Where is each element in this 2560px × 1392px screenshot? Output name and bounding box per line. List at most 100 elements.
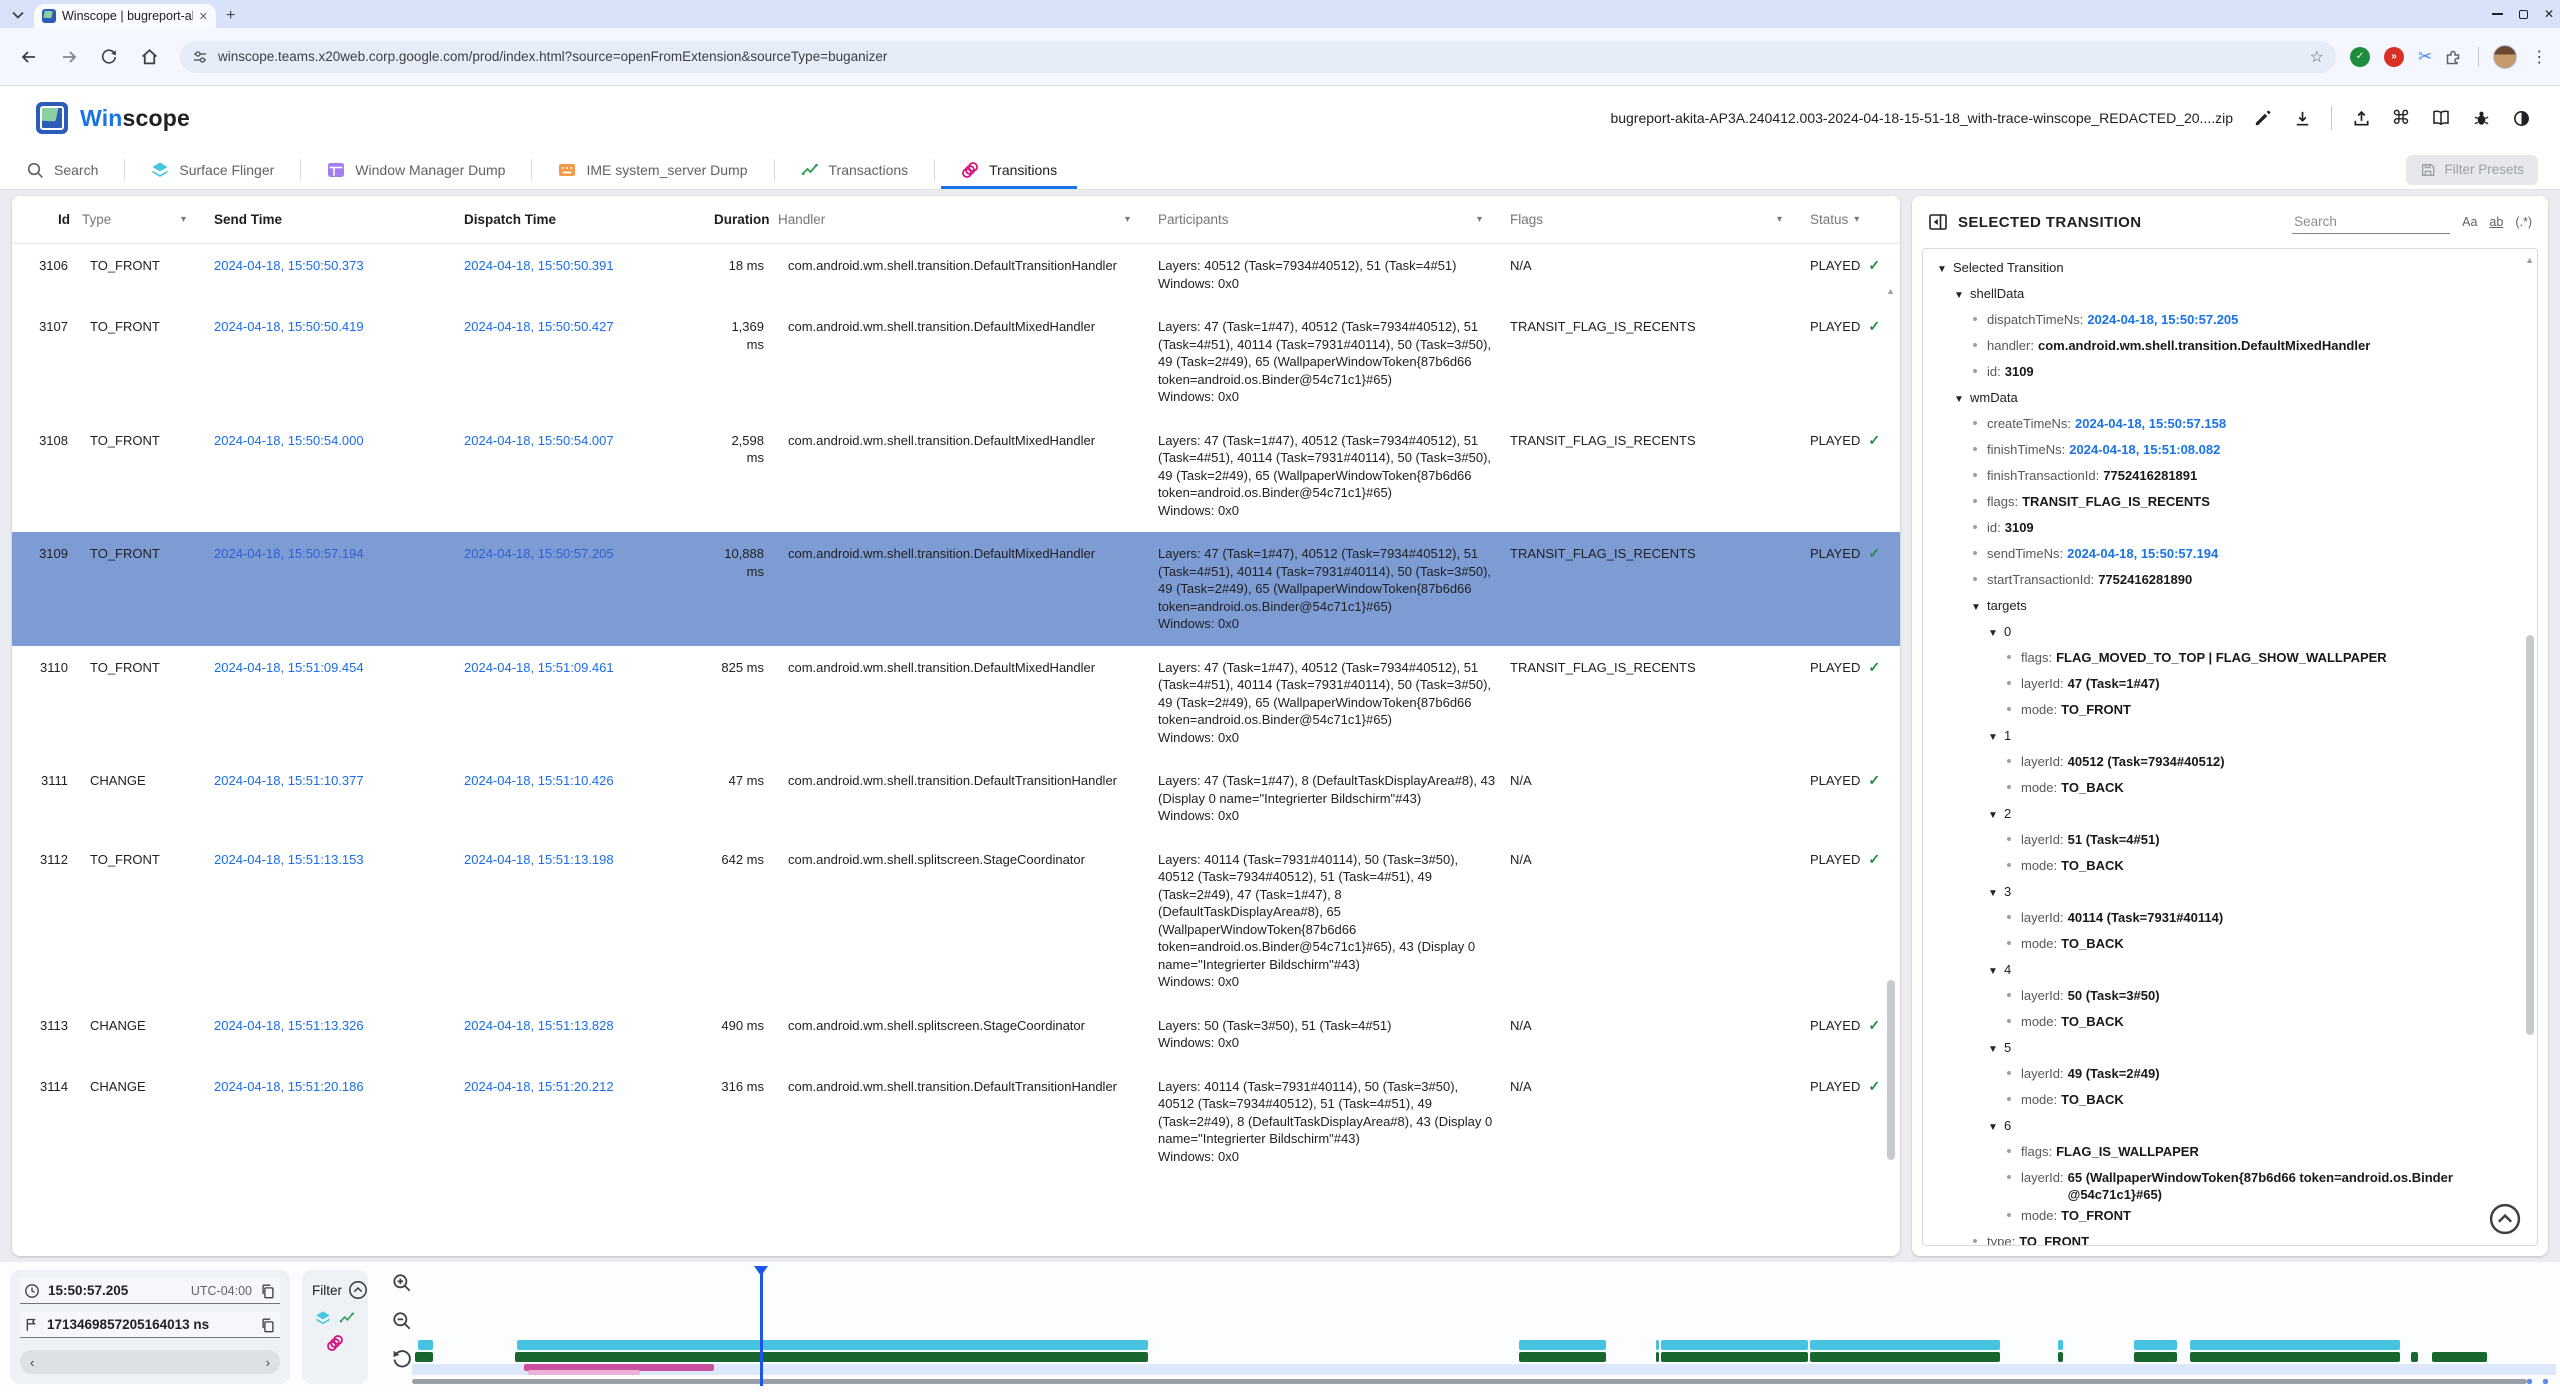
transactions-trace-segment[interactable] bbox=[1810, 1352, 2000, 1362]
transactions-trace-segment[interactable] bbox=[2058, 1352, 2063, 1362]
back-icon[interactable] bbox=[18, 46, 40, 68]
filter-dropdown-icon[interactable]: ▾ bbox=[1776, 214, 1782, 225]
pan-right-icon[interactable]: › bbox=[265, 1354, 270, 1370]
transactions-trace-segment[interactable] bbox=[415, 1352, 433, 1362]
cell-dispatch-time-link[interactable]: 2024-04-18, 15:50:50.391 bbox=[464, 258, 614, 273]
transactions-trace-segment[interactable] bbox=[2190, 1352, 2400, 1362]
collapse-arrow-icon[interactable]: ▼ bbox=[1988, 732, 1998, 743]
extensions-puzzle-icon[interactable] bbox=[2442, 46, 2464, 68]
sf-trace-segment[interactable] bbox=[1519, 1340, 1606, 1350]
tree-group-4[interactable]: ▼ 4 bbox=[1923, 957, 2537, 983]
avatar[interactable] bbox=[2493, 44, 2518, 69]
edit-icon[interactable] bbox=[2251, 107, 2273, 129]
collapse-up-button[interactable] bbox=[2488, 1202, 2522, 1236]
filter-dropdown-icon[interactable]: ▾ bbox=[1124, 214, 1130, 225]
zoom-in-icon[interactable] bbox=[391, 1272, 413, 1294]
cell-dispatch-time-link[interactable]: 2024-04-18, 15:51:20.212 bbox=[464, 1078, 614, 1094]
window-maximize-button[interactable] bbox=[2518, 9, 2528, 19]
browser-menu-icon[interactable]: ⋮ bbox=[2531, 48, 2548, 66]
browser-tab[interactable]: Winscope | bugreport-aki ✕ bbox=[34, 4, 216, 28]
tree-group-5[interactable]: ▼ 5 bbox=[1923, 1035, 2537, 1061]
tree-property-layerId[interactable]: layerId: 47 (Task=1#47) bbox=[1923, 671, 2537, 697]
reload-icon[interactable] bbox=[98, 46, 120, 68]
sf-trace-segment[interactable] bbox=[2134, 1340, 2177, 1350]
transition-row-3111[interactable]: 3111 CHANGE 2024-04-18, 15:51:10.377 2024-0… bbox=[12, 759, 1900, 838]
transition-row-3114[interactable]: 3114 CHANGE 2024-04-18, 15:51:20.186 2024-0… bbox=[12, 1065, 1900, 1179]
tree-property-layerId[interactable]: layerId: 51 (Task=4#51) bbox=[1923, 827, 2537, 853]
sf-trace-segment[interactable] bbox=[2058, 1340, 2063, 1350]
timeline-scroll-tick[interactable] bbox=[2543, 1379, 2548, 1384]
collapse-arrow-icon[interactable]: ▼ bbox=[1988, 810, 1998, 821]
cell-dispatch-time-link[interactable]: 2024-04-18, 15:50:57.205 bbox=[464, 546, 614, 561]
forward-icon[interactable] bbox=[58, 46, 80, 68]
window-minimize-button[interactable] bbox=[2491, 13, 2503, 15]
properties-search-input[interactable] bbox=[2292, 210, 2451, 234]
extension-check-icon[interactable]: ✓ bbox=[2350, 46, 2370, 67]
property-value[interactable]: 2024-04-18, 15:50:57.205 bbox=[2087, 312, 2239, 327]
timeline-cursor[interactable] bbox=[760, 1267, 763, 1386]
upload-icon[interactable] bbox=[2350, 107, 2372, 129]
tab-window-manager-dump[interactable]: Window Manager Dump bbox=[301, 150, 531, 189]
tree-group-targets[interactable]: ▼ targets bbox=[1923, 593, 2537, 619]
tab-transactions[interactable]: Transactions bbox=[775, 150, 935, 189]
cell-send-time-link[interactable]: 2024-04-18, 15:51:09.454 bbox=[214, 659, 364, 675]
tree-property-mode[interactable]: mode: TO_BACK bbox=[1923, 1009, 2537, 1035]
filter-dropdown-icon[interactable]: ▾ bbox=[1854, 214, 1860, 225]
cell-dispatch-time-link[interactable]: 2024-04-18, 15:51:13.198 bbox=[464, 851, 614, 867]
tree-group-shelldata[interactable]: ▼ shellData bbox=[1923, 281, 2537, 307]
regex-button[interactable]: (.*) bbox=[2515, 215, 2532, 229]
tab-close-icon[interactable]: ✕ bbox=[198, 10, 208, 23]
tree-property-flags[interactable]: flags: FLAG_IS_WALLPAPER bbox=[1923, 1139, 2537, 1165]
surface-flinger-trace-icon[interactable] bbox=[315, 1310, 331, 1326]
transactions-trace-segment[interactable] bbox=[515, 1352, 1148, 1362]
transition-row-3107[interactable]: 3107 TO_FRONT 2024-04-18, 15:50:50.419 2024… bbox=[12, 305, 1900, 419]
tree-property-flags[interactable]: flags: FLAG_MOVED_TO_TOP | FLAG_SHOW_WALL… bbox=[1923, 645, 2537, 671]
sf-trace-segment[interactable] bbox=[1810, 1340, 2000, 1350]
transactions-trace-segment[interactable] bbox=[1656, 1352, 1659, 1362]
dark-mode-icon[interactable] bbox=[2510, 107, 2532, 129]
transition-segment[interactable] bbox=[528, 1370, 640, 1375]
transition-row-3112[interactable]: 3112 TO_FRONT 2024-04-18, 15:51:13.153 2024… bbox=[12, 838, 1900, 1004]
tree-group-selected-transition[interactable]: ▼ Selected Transition bbox=[1923, 255, 2537, 281]
cell-send-time-link[interactable]: 2024-04-18, 15:50:50.373 bbox=[214, 258, 364, 273]
zoom-reset-icon[interactable] bbox=[391, 1348, 413, 1370]
collapse-arrow-icon[interactable]: ▼ bbox=[1988, 888, 1998, 899]
timeline-scrollbar[interactable] bbox=[412, 1379, 2527, 1384]
tree-property-mode[interactable]: mode: TO_FRONT bbox=[1923, 1203, 2537, 1229]
filter-dropdown-icon[interactable]: ▾ bbox=[180, 214, 186, 225]
tree-property-layerId[interactable]: layerId: 40512 (Task=7934#40512) bbox=[1923, 749, 2537, 775]
column-header-type[interactable]: Type ▾ bbox=[82, 212, 186, 227]
tree-property-mode[interactable]: mode: TO_BACK bbox=[1923, 931, 2537, 957]
tree-group-1[interactable]: ▼ 1 bbox=[1923, 723, 2537, 749]
timeline-cursor-handle[interactable] bbox=[754, 1266, 768, 1276]
transition-row-3108[interactable]: 3108 TO_FRONT 2024-04-18, 15:50:54.000 2024… bbox=[12, 419, 1900, 533]
tree-property-mode[interactable]: mode: TO_BACK bbox=[1923, 775, 2537, 801]
tree-group-6[interactable]: ▼ 6 bbox=[1923, 1113, 2537, 1139]
filter-presets-button[interactable]: Filter Presets bbox=[2406, 154, 2538, 185]
transactions-trace-segment[interactable] bbox=[2134, 1352, 2177, 1362]
column-header-status[interactable]: Status ▾ bbox=[1810, 212, 1860, 227]
filter-collapse-icon[interactable] bbox=[348, 1280, 368, 1300]
tree-property-finishTransactionId[interactable]: finishTransactionId: 7752416281891 bbox=[1923, 463, 2537, 489]
cell-dispatch-time-link[interactable]: 2024-04-18, 15:50:54.007 bbox=[464, 432, 614, 448]
home-icon[interactable] bbox=[138, 46, 160, 68]
collapse-arrow-icon[interactable]: ▼ bbox=[1988, 628, 1998, 639]
cell-dispatch-time-link[interactable]: 2024-04-18, 15:51:09.461 bbox=[464, 659, 614, 675]
tree-property-startTransactionId[interactable]: startTransactionId: 7752416281890 bbox=[1923, 567, 2537, 593]
tree-property-sendTimeNs[interactable]: sendTimeNs: 2024-04-18, 15:50:57.194 bbox=[1923, 541, 2537, 567]
copy-time-icon[interactable] bbox=[260, 1283, 276, 1299]
copy-ns-icon[interactable] bbox=[260, 1317, 276, 1333]
ns-time-field[interactable]: 1713469857205164013 ns bbox=[20, 1312, 280, 1338]
tree-property-layerId[interactable]: layerId: 40114 (Task=7931#40114) bbox=[1923, 905, 2537, 931]
transactions-trace-segment[interactable] bbox=[2411, 1352, 2418, 1362]
collapse-arrow-icon[interactable]: ▼ bbox=[1988, 1122, 1998, 1133]
sf-trace-segment[interactable] bbox=[418, 1340, 433, 1350]
report-bug-icon[interactable] bbox=[2470, 107, 2492, 129]
collapse-arrow-icon[interactable]: ▼ bbox=[1988, 966, 1998, 977]
transactions-trace-segment[interactable] bbox=[1661, 1352, 1808, 1362]
new-tab-button[interactable]: + bbox=[226, 7, 236, 24]
match-case-button[interactable]: Aa bbox=[2462, 215, 2478, 229]
cell-dispatch-time-link[interactable]: 2024-04-18, 15:50:50.427 bbox=[464, 319, 614, 334]
tree-group-3[interactable]: ▼ 3 bbox=[1923, 879, 2537, 905]
property-value[interactable]: 2024-04-18, 15:51:08.082 bbox=[2069, 442, 2221, 457]
